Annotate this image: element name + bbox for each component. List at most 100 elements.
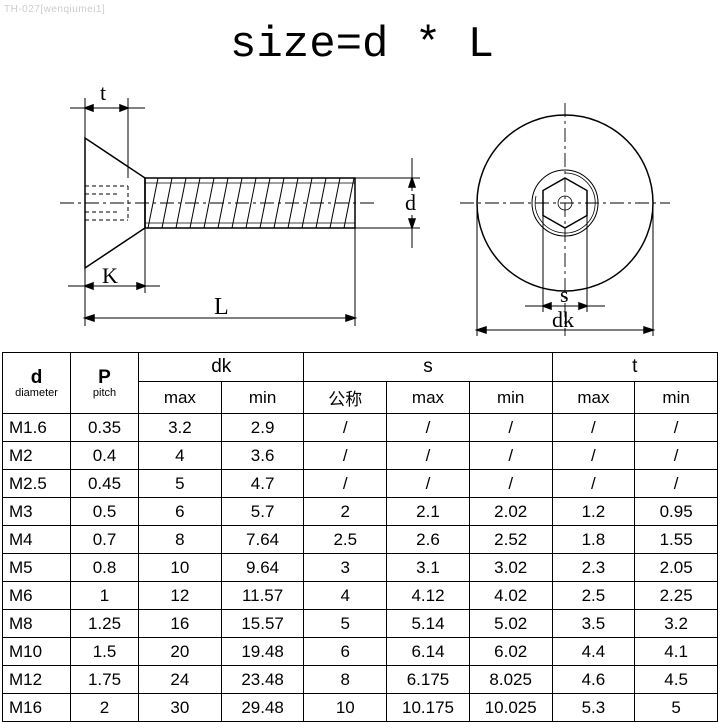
table-cell: 0.8 [71,554,139,582]
table-cell: 4.7 [221,470,304,498]
watermark-text: TH-027[wenqiumei1] [4,4,105,15]
table-cell: 0.95 [635,498,718,526]
table-cell: 8.025 [469,666,552,694]
table-cell: 2.05 [635,554,718,582]
table-cell: 4 [304,582,387,610]
table-cell: 10 [139,554,222,582]
table-cell: / [635,470,718,498]
table-cell: M16 [3,694,71,722]
table-cell: 0.35 [71,414,139,442]
table-cell: 3.2 [139,414,222,442]
table-cell: 3.1 [387,554,470,582]
table-cell: / [552,470,635,498]
table-body: M1.60.353.22.9/////M20.443.6/////M2.50.4… [3,414,718,722]
table-cell: 4.02 [469,582,552,610]
table-header-cell: dk [139,353,304,382]
table-cell: 7.64 [221,526,304,554]
table-cell: 8 [304,666,387,694]
table-cell: / [304,442,387,470]
table-cell: 5 [304,610,387,638]
table-cell: 1.8 [552,526,635,554]
table-cell: M4 [3,526,71,554]
table-row: M40.787.642.52.62.521.81.55 [3,526,718,554]
table-cell: 8 [139,526,222,554]
table-cell: 12 [139,582,222,610]
label-s: s [560,282,569,307]
table-row: M101.52019.4866.146.024.44.1 [3,638,718,666]
table-subheader-cell: min [221,382,304,414]
table-cell: 3.02 [469,554,552,582]
table-row: M2.50.4554.7///// [3,470,718,498]
label-K: K [102,263,118,288]
table-cell: 0.4 [71,442,139,470]
table-subheader-cell: min [635,382,718,414]
label-d: d [405,190,416,215]
table-cell: 4.1 [635,638,718,666]
table-row: M1623029.481010.17510.0255.35 [3,694,718,722]
table-cell: 5.02 [469,610,552,638]
table-cell: M2.5 [3,470,71,498]
table-cell: 0.5 [71,498,139,526]
table-cell: M2 [3,442,71,470]
table-cell: 20 [139,638,222,666]
table-cell: 6.14 [387,638,470,666]
table-subheader-cell: 公称 [304,382,387,414]
table-row: M121.752423.4886.1758.0254.64.5 [3,666,718,694]
table-cell: 6.175 [387,666,470,694]
table-cell: 16 [139,610,222,638]
table-cell: 5.14 [387,610,470,638]
table-cell: 3.5 [552,610,635,638]
table-cell: 2.1 [387,498,470,526]
table-header-cell: Ppitch [71,353,139,414]
table-subheader-cell: max [387,382,470,414]
table-cell: 0.7 [71,526,139,554]
table-cell: 9.64 [221,554,304,582]
table-cell: 4.6 [552,666,635,694]
table-cell: M5 [3,554,71,582]
table-cell: 1.25 [71,610,139,638]
table-cell: 24 [139,666,222,694]
table-subheader-cell: min [469,382,552,414]
label-dk: dk [552,307,574,332]
table-cell: / [635,442,718,470]
table-cell: M3 [3,498,71,526]
table-cell: / [304,414,387,442]
table-cell: 10 [304,694,387,722]
table-cell: 1 [71,582,139,610]
technical-diagram: t K L d s dk [0,78,720,350]
table-cell: 19.48 [221,638,304,666]
table-cell: 6 [304,638,387,666]
table-cell: M10 [3,638,71,666]
table-cell: 2.25 [635,582,718,610]
table-cell: 6.02 [469,638,552,666]
table-row: M30.565.722.12.021.20.95 [3,498,718,526]
table-cell: 2.52 [469,526,552,554]
size-formula: size=d * L [230,20,494,70]
table-cell: 10.025 [469,694,552,722]
table-cell: 5.7 [221,498,304,526]
table-cell: 6 [139,498,222,526]
table-cell: 4 [139,442,222,470]
table-cell: 1.5 [71,638,139,666]
table-row: M20.443.6///// [3,442,718,470]
table-cell: / [469,414,552,442]
table-header-cell: t [552,353,717,382]
table-cell: 3.2 [635,610,718,638]
table-subheader-cell: max [552,382,635,414]
table-cell: 2.6 [387,526,470,554]
table-cell: 3 [304,554,387,582]
table-header: ddiameterPpitchdkst maxmin公称maxminmaxmin [3,353,718,414]
table-cell: M1.6 [3,414,71,442]
table-cell: 2 [304,498,387,526]
table-cell: / [552,414,635,442]
table-cell: 23.48 [221,666,304,694]
table-cell: 4.12 [387,582,470,610]
table-header-cell: s [304,353,552,382]
table-cell: 30 [139,694,222,722]
table-cell: 11.57 [221,582,304,610]
table-row: M50.8109.6433.13.022.32.05 [3,554,718,582]
table-cell: 1.75 [71,666,139,694]
table-cell: / [387,470,470,498]
table-cell: 10.175 [387,694,470,722]
table-cell: / [469,442,552,470]
